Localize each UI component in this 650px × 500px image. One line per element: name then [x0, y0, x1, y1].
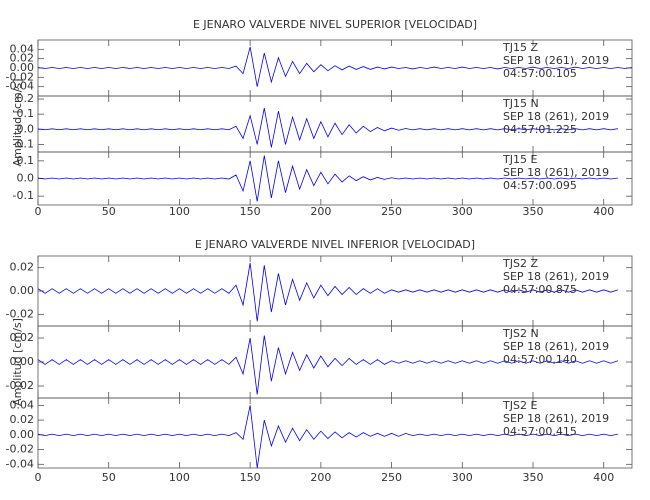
trace-time: 04:57:00.415 — [503, 425, 577, 438]
trace-station: TJ15 E — [502, 153, 537, 166]
x-tick-label: 400 — [593, 205, 614, 218]
y-tick-label: 0.00 — [10, 284, 35, 297]
waveform — [37, 155, 618, 202]
y-tick-label: 0.2 — [17, 92, 35, 105]
trace-date: SEP 18 (261), 2019 — [503, 340, 609, 353]
x-tick-label: 250 — [381, 471, 402, 484]
y-tick-label: 0.02 — [10, 331, 35, 344]
y-tick-label: 0.02 — [10, 52, 35, 65]
x-tick-label: 300 — [452, 471, 473, 484]
x-tick-label: 150 — [240, 205, 261, 218]
y-tick-label: 0.0 — [17, 172, 35, 185]
trace-date: SEP 18 (261), 2019 — [503, 166, 609, 179]
trace-time: 04:57:01.225 — [503, 123, 577, 136]
y-tick-label: 0.00 — [10, 355, 35, 368]
x-tick-label: 350 — [523, 471, 544, 484]
trace-station: TJS2 N — [502, 327, 539, 340]
x-tick-label: 200 — [310, 471, 331, 484]
y-tick-label: -0.04 — [6, 80, 34, 93]
x-tick-label: 50 — [102, 471, 116, 484]
x-tick-label: 100 — [169, 205, 190, 218]
y-axis-label: Amplitud [cm/s] — [11, 318, 24, 406]
x-tick-label: 0 — [35, 471, 42, 484]
y-tick-label: 0.02 — [10, 261, 35, 274]
y-tick-label: -0.04 — [6, 457, 34, 470]
trace-time: 04:57:00.105 — [503, 67, 577, 80]
y-tick-label: 0.1 — [17, 154, 35, 167]
y-tick-label: -0.02 — [6, 379, 34, 392]
x-tick-label: 100 — [169, 471, 190, 484]
waveform — [37, 46, 633, 87]
trace-time: 04:57:00.095 — [503, 179, 577, 192]
y-tick-label: 0.04 — [10, 398, 35, 411]
y-tick-label: -0.02 — [6, 443, 34, 456]
trace-station: TJ15 Z — [502, 41, 538, 54]
x-tick-label: 250 — [381, 205, 402, 218]
chart-title: E JENARO VALVERDE NIVEL SUPERIOR [VELOCI… — [193, 18, 477, 31]
trace-time: 04:57:00.875 — [503, 283, 577, 296]
trace-time: 04:57:00.140 — [503, 353, 577, 366]
y-tick-label: -0.1 — [13, 189, 34, 202]
x-tick-label: 400 — [593, 471, 614, 484]
x-tick-label: 350 — [523, 205, 544, 218]
x-tick-label: 200 — [310, 205, 331, 218]
chart-title: E JENARO VALVERDE NIVEL INFERIOR [VELOCI… — [195, 238, 475, 251]
trace-date: SEP 18 (261), 2019 — [503, 270, 609, 283]
x-tick-label: 300 — [452, 205, 473, 218]
waveform — [37, 405, 618, 469]
trace-station: TJ15 N — [502, 97, 539, 110]
waveform — [37, 335, 618, 395]
y-tick-label: 0.1 — [17, 107, 35, 120]
waveform — [37, 108, 618, 148]
y-tick-label: 0.04 — [10, 42, 35, 55]
x-tick-label: 50 — [102, 205, 116, 218]
panel-frame — [37, 397, 633, 469]
waveform — [37, 262, 618, 322]
y-tick-label: -0.1 — [13, 137, 34, 150]
y-tick-label: -0.02 — [6, 70, 34, 83]
y-axis-label: Amplitud [cm/s] — [11, 79, 24, 167]
x-tick-label: 0 — [35, 205, 42, 218]
y-tick-label: 0.00 — [10, 428, 35, 441]
y-tick-label: -0.02 — [6, 307, 34, 320]
trace-date: SEP 18 (261), 2019 — [503, 412, 609, 425]
y-tick-label: 0.00 — [10, 61, 35, 74]
trace-station: TJS2 Z — [502, 257, 538, 270]
trace-date: SEP 18 (261), 2019 — [503, 110, 609, 123]
trace-date: SEP 18 (261), 2019 — [503, 54, 609, 67]
y-tick-label: 0.02 — [10, 413, 35, 426]
trace-station: TJS2 E — [502, 399, 537, 412]
y-tick-label: 0.0 — [17, 122, 35, 135]
x-tick-label: 150 — [240, 471, 261, 484]
